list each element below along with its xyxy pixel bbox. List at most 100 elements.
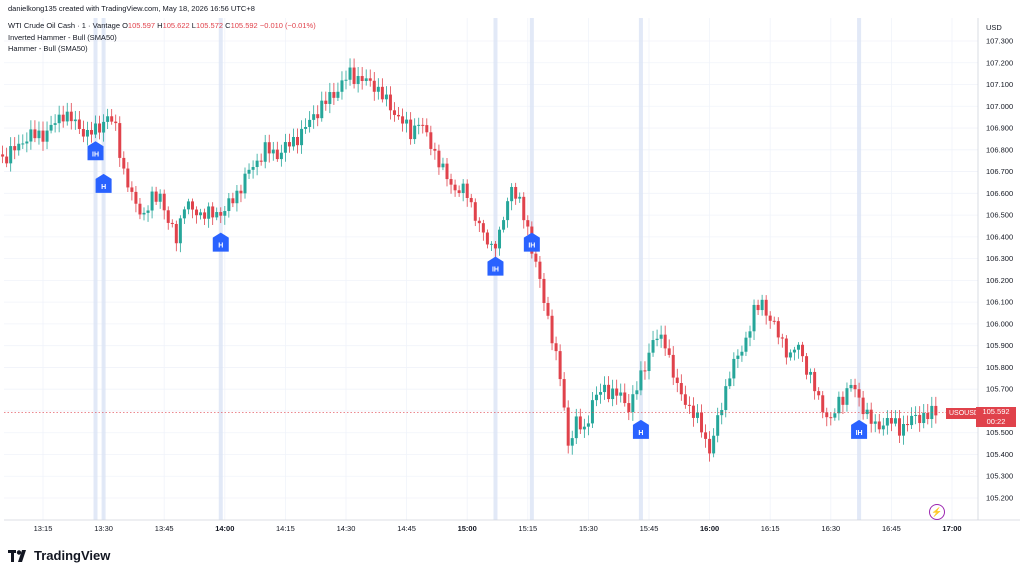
price-tick-label: 105.800 — [986, 363, 1013, 372]
candles — [1, 58, 938, 462]
candle-body — [801, 344, 805, 357]
tradingview-logo-icon — [8, 549, 26, 562]
pattern-marker-label: H — [638, 430, 643, 437]
candle-body — [631, 394, 635, 413]
candle-body — [275, 149, 279, 160]
candle-body — [918, 414, 922, 424]
price-tick-label: 105.400 — [986, 450, 1013, 459]
candle-body — [651, 340, 655, 353]
candle-body — [239, 190, 243, 194]
candle-body — [328, 92, 332, 104]
indicator-inverted-hammer[interactable]: Inverted Hammer - Bull (SMA50) — [8, 33, 117, 42]
candle-body — [283, 142, 287, 153]
time-tick-label: 14:15 — [276, 524, 295, 533]
candle-body — [841, 396, 845, 405]
time-tick-label: 15:30 — [579, 524, 598, 533]
candle-body — [760, 299, 764, 311]
candle-body — [320, 100, 324, 119]
pattern-highlights — [93, 18, 862, 520]
candle-body — [279, 152, 283, 160]
pattern-marker: IH — [87, 141, 104, 161]
candle-body — [336, 91, 340, 98]
candle-body — [199, 212, 203, 216]
candle-body — [881, 425, 885, 430]
time-tick-label: 14:45 — [397, 524, 416, 533]
time-tick-label: 14:00 — [215, 524, 234, 533]
pattern-highlight-band — [638, 18, 643, 520]
candle-body — [922, 412, 926, 424]
candle-body — [41, 130, 45, 142]
candle-body — [25, 141, 29, 144]
candle-body — [352, 67, 356, 84]
price-tick-label: 107.100 — [986, 80, 1013, 89]
candle-body — [340, 80, 344, 92]
pattern-marker-label: H — [218, 243, 223, 250]
candle-body — [914, 414, 918, 416]
candle-body — [752, 304, 756, 332]
candle-body — [130, 187, 134, 192]
tradingview-logo[interactable]: TradingView — [8, 548, 110, 563]
time-tick-label: 16:15 — [761, 524, 780, 533]
candle-body — [170, 222, 174, 224]
symbol-name: WTI Crude Oil Cash · 1 · Vantage — [8, 21, 120, 30]
lightning-icon[interactable]: ⚡ — [929, 504, 945, 520]
candle-body — [98, 123, 102, 133]
open-label: O — [122, 21, 128, 30]
symbol-price-tag: USOUSD — [946, 408, 982, 419]
candle-body — [203, 212, 207, 219]
candle-body — [740, 351, 744, 356]
candle-body — [296, 136, 300, 146]
candle-body — [174, 223, 178, 244]
candle-body — [679, 383, 683, 395]
candle-body — [538, 261, 542, 279]
candle-body — [906, 423, 910, 426]
price-axis[interactable]: 107.300 107.200 107.100 107.000 106.900 106.8… — [986, 37, 1013, 503]
candle-body — [554, 343, 558, 352]
price-tick-label: 105.200 — [986, 494, 1013, 503]
candle-body — [146, 210, 150, 213]
indicator-hammer[interactable]: Hammer - Bull (SMA50) — [8, 44, 88, 53]
candle-body — [348, 67, 352, 80]
candle-body — [360, 76, 364, 82]
candle-body — [764, 299, 768, 316]
candle-body — [667, 348, 671, 355]
tradingview-wordmark: TradingView — [34, 548, 111, 563]
candle-body — [457, 190, 461, 194]
candle-body — [594, 394, 598, 401]
candle-body — [49, 124, 53, 131]
candle-body — [776, 321, 780, 338]
candle-body — [186, 201, 190, 210]
candle-body — [106, 116, 110, 122]
price-tick-label: 105.300 — [986, 472, 1013, 481]
candle-body — [910, 415, 914, 426]
candle-body — [704, 432, 708, 439]
candle-body — [671, 354, 675, 378]
candle-body — [45, 130, 49, 142]
time-axis[interactable]: 13:15 13:30 13:45 14:00 14:15 14:30 14:45 15:00… — [34, 524, 962, 533]
candle-body — [796, 344, 800, 350]
price-tick-label: 106.500 — [986, 211, 1013, 220]
candle-body — [502, 220, 506, 230]
time-tick-label: 13:30 — [94, 524, 113, 533]
candle-body — [388, 94, 392, 111]
candle-body — [728, 378, 732, 387]
pattern-marker-shape — [632, 419, 649, 439]
pattern-highlight-band — [93, 18, 98, 520]
candle-body — [865, 409, 869, 415]
candle-body — [877, 421, 881, 430]
candle-body — [663, 334, 667, 349]
candle-body — [599, 392, 603, 395]
symbol-legend[interactable]: WTI Crude Oil Cash · 1 · Vantage O105.59… — [8, 21, 316, 30]
candle-body — [61, 114, 65, 122]
candle-body — [449, 179, 453, 185]
candle-body — [853, 384, 857, 390]
candle-body — [695, 412, 699, 418]
candle-body — [13, 146, 17, 151]
price-tick-label: 106.100 — [986, 298, 1013, 307]
candle-body — [118, 123, 122, 158]
price-tick-label: 105.900 — [986, 341, 1013, 350]
candle-body — [421, 124, 425, 126]
candle-body — [639, 370, 643, 391]
candle-body — [627, 403, 631, 413]
